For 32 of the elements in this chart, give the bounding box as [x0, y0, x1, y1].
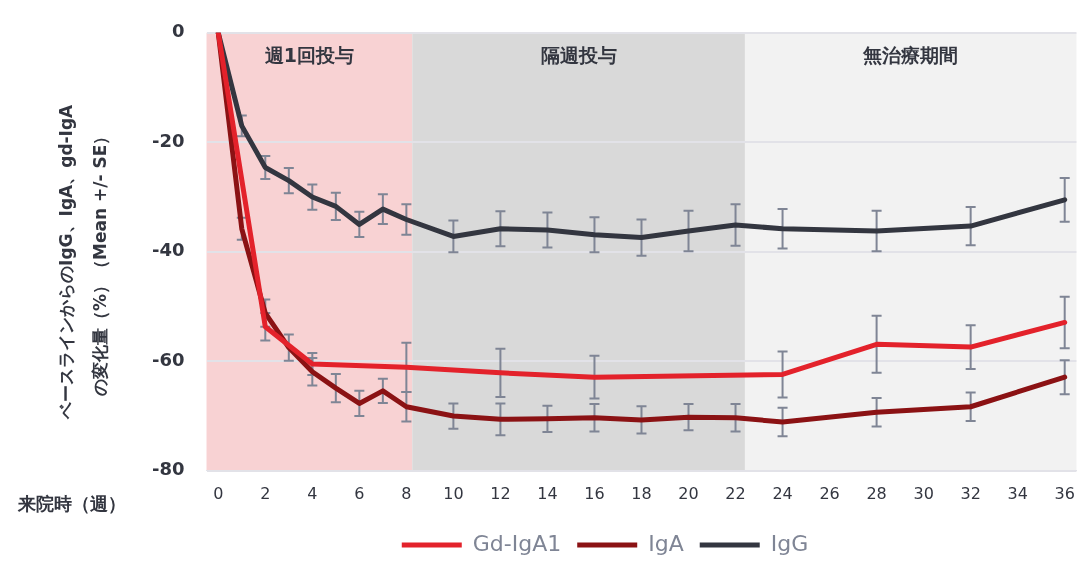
- x-tick-label: 12: [490, 483, 511, 503]
- x-tick-label: 18: [631, 483, 652, 503]
- y-tick-label: 0: [171, 20, 185, 42]
- x-tick-label: 26: [819, 483, 840, 503]
- y-tick-label: -40: [151, 239, 185, 261]
- x-tick-label: 10: [443, 483, 464, 503]
- x-tick-label: 22: [725, 483, 746, 503]
- x-tick-label: 0: [213, 483, 224, 503]
- band-label: 週1回投与: [263, 43, 354, 66]
- x-tick-label: 4: [307, 483, 318, 503]
- band-label: 隔週投与: [540, 43, 617, 66]
- x-tick-label: 28: [866, 483, 887, 503]
- x-tick-label: 8: [401, 483, 412, 503]
- y-tick-label: -20: [151, 129, 185, 151]
- x-tick-label: 14: [537, 483, 558, 503]
- y-tick-label: -60: [151, 348, 185, 370]
- x-tick-label: 24: [772, 483, 793, 503]
- y-axis-title: ベースラインからのIgG、IgA、gd-IgA の変化量（%）（Mean +/- SE）: [56, 103, 111, 420]
- y-tick-label: -80: [151, 458, 185, 480]
- x-tick-label: 20: [678, 483, 699, 503]
- x-tick-label: 32: [960, 483, 981, 503]
- x-tick-label: 2: [260, 483, 271, 503]
- x-tick-label: 16: [584, 483, 605, 503]
- legend-label: IgA: [648, 530, 684, 556]
- x-axis-title: 来院時（週）: [17, 493, 126, 515]
- band-label: 無治療期間: [862, 43, 959, 66]
- x-tick-label: 36: [1054, 483, 1075, 503]
- legend-label: Gd-IgA1: [472, 530, 562, 556]
- x-tick-label: 34: [1007, 483, 1028, 503]
- x-tick-label: 30: [913, 483, 934, 503]
- legend-label: IgG: [770, 530, 809, 556]
- x-tick-label: 6: [354, 483, 365, 503]
